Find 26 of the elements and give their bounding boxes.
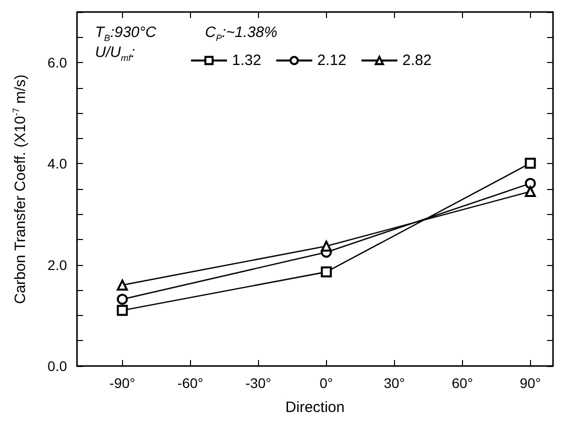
y-tick-label: 4.0 <box>48 156 68 172</box>
point <box>116 304 128 316</box>
x-tick-label: -60° <box>177 375 204 391</box>
legend-label: 2.12 <box>317 52 346 69</box>
x-tick-label: 90° <box>520 375 541 391</box>
annotation: C$_{P}$:~1.38% <box>205 24 278 43</box>
point <box>524 178 536 189</box>
point <box>524 186 536 198</box>
x-tick-label: -30° <box>245 375 272 391</box>
x-tick-label: 0° <box>320 375 334 391</box>
annotation: T$_{B}$:930°C <box>95 24 156 43</box>
legend-label: 1.32 <box>232 52 262 69</box>
y-tick-label: 0.0 <box>48 358 68 374</box>
legend-label: 2.82 <box>402 52 432 69</box>
x-tick-label: -90° <box>109 375 136 391</box>
y-tick-label: 6.0 <box>48 54 68 71</box>
point <box>116 280 128 291</box>
point <box>116 294 128 305</box>
point <box>320 240 332 252</box>
point <box>320 266 332 278</box>
x-tick-label: 30° <box>384 375 405 391</box>
legend-title: U/U$_{mf}$: <box>95 44 136 63</box>
y-tick-label: 2.0 <box>48 256 68 273</box>
point <box>524 158 536 169</box>
x-axis-title: Direction <box>285 399 345 416</box>
x-tick-label: 60° <box>452 375 473 391</box>
